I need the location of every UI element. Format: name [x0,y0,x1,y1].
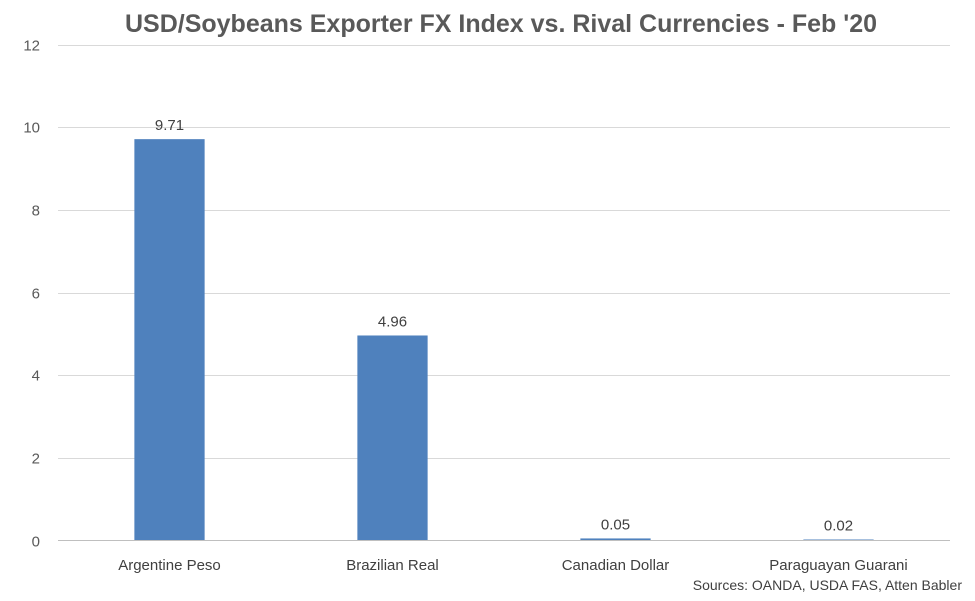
bar [580,538,651,541]
x-category-label: Brazilian Real [346,557,439,574]
y-tick-label: 10 [23,120,40,137]
y-tick-label: 2 [32,451,40,468]
gridlines [58,45,950,459]
bar [134,139,205,541]
data-labels: 9.71 4.96 0.05 0.02 [155,117,853,534]
x-category-label: Paraguayan Guarani [769,557,907,574]
x-category-label: Argentine Peso [118,557,221,574]
data-label: 4.96 [378,313,407,330]
y-tick-label: 8 [32,203,40,220]
y-tick-label: 0 [32,534,40,551]
data-label: 9.71 [155,117,184,134]
y-tick-label: 12 [23,38,40,55]
y-tick-label: 4 [32,368,40,385]
x-category-label: Canadian Dollar [562,557,670,574]
data-label: 0.02 [824,518,853,535]
x-axis-categories: Argentine Peso Brazilian Real Canadian Dol… [118,557,908,574]
y-tick-label: 6 [32,286,40,303]
bars [134,139,874,541]
y-axis-ticks: 0 2 4 6 8 10 12 [23,38,40,551]
bar [357,335,428,541]
source-note: Sources: OANDA, USDA FAS, Atten Babler [693,577,963,593]
chart-title: USD/Soybeans Exporter FX Index vs. Rival… [125,10,877,38]
data-label: 0.05 [601,516,630,533]
